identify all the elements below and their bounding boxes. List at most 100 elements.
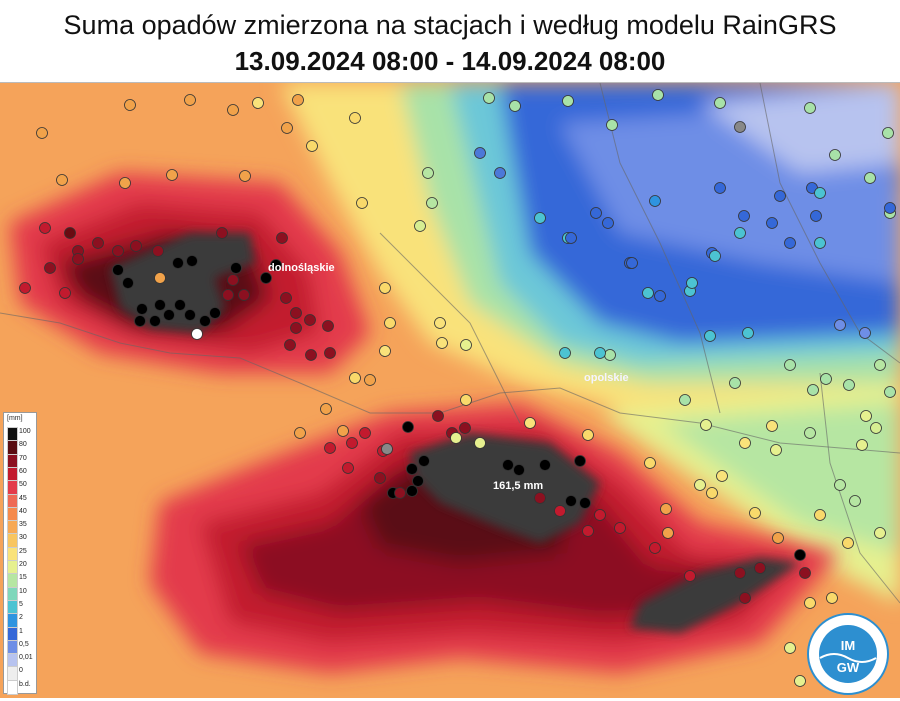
station-marker (738, 210, 750, 222)
region-label-opolskie: opolskie (584, 372, 629, 384)
station-marker (734, 227, 746, 239)
station-marker (280, 292, 292, 304)
station-marker (154, 272, 166, 284)
station-marker (686, 277, 698, 289)
station-marker (230, 262, 242, 274)
station-marker (626, 257, 638, 269)
station-marker (19, 282, 31, 294)
station-marker (381, 443, 393, 455)
station-marker (324, 347, 336, 359)
station-marker (359, 427, 371, 439)
station-marker (406, 485, 418, 497)
legend-label: 25 (19, 547, 27, 555)
station-marker (565, 232, 577, 244)
station-marker (112, 264, 124, 276)
station-marker (342, 462, 354, 474)
station-marker (509, 100, 521, 112)
station-marker (238, 289, 250, 301)
legend-label: b.d. (19, 680, 31, 688)
station-marker (704, 330, 716, 342)
station-marker (324, 442, 336, 454)
station-marker (804, 102, 816, 114)
station-marker (39, 222, 51, 234)
station-marker (834, 319, 846, 331)
station-marker (72, 253, 84, 265)
station-marker (649, 542, 661, 554)
station-marker (642, 287, 654, 299)
station-marker (716, 470, 728, 482)
station-marker (784, 642, 796, 654)
station-marker (92, 237, 104, 249)
legend-label: 30 (19, 534, 27, 542)
station-marker (860, 410, 872, 422)
station-marker (152, 245, 164, 257)
station-marker (394, 487, 406, 499)
station-marker (434, 317, 446, 329)
station-marker (734, 567, 746, 579)
station-marker (374, 472, 386, 484)
station-marker (112, 245, 124, 257)
station-marker (172, 257, 184, 269)
station-marker (770, 444, 782, 456)
station-marker (349, 372, 361, 384)
station-marker (814, 509, 826, 521)
station-marker (149, 315, 161, 327)
station-marker (414, 220, 426, 232)
station-marker (714, 97, 726, 109)
station-marker (734, 121, 746, 133)
station-marker (184, 309, 196, 321)
legend-label: 20 (19, 561, 27, 568)
max-precipitation-label: 161,5 mm (493, 480, 544, 492)
station-marker (594, 347, 606, 359)
station-marker (294, 427, 306, 439)
station-marker (322, 320, 334, 332)
station-marker (422, 167, 434, 179)
station-marker (565, 495, 577, 507)
station-marker (539, 459, 551, 471)
station-marker (166, 169, 178, 181)
station-marker (742, 327, 754, 339)
station-marker (130, 240, 142, 252)
station-marker (524, 417, 536, 429)
imgw-logo: IM GW (806, 612, 890, 696)
station-marker (406, 463, 418, 475)
station-marker (662, 527, 674, 539)
station-marker (163, 309, 175, 321)
station-marker (276, 232, 288, 244)
station-marker (199, 315, 211, 327)
station-marker (826, 592, 838, 604)
station-marker (884, 386, 896, 398)
heavy-rain-zone-south (410, 433, 800, 633)
station-marker (709, 250, 721, 262)
station-marker (554, 505, 566, 517)
station-marker (842, 537, 854, 549)
station-marker (136, 303, 148, 315)
legend-label: 50 (19, 481, 27, 489)
station-marker (834, 479, 846, 491)
station-marker (209, 307, 221, 319)
legend-swatch (7, 679, 18, 695)
legend-label: 0,01 (19, 654, 33, 662)
station-marker (346, 437, 358, 449)
station-marker (284, 339, 296, 351)
station-marker (534, 492, 546, 504)
station-marker (559, 347, 571, 359)
legend-label: 15 (19, 574, 27, 582)
station-marker (252, 97, 264, 109)
legend-label: 70 (19, 454, 27, 462)
station-marker (119, 177, 131, 189)
station-marker (44, 262, 56, 274)
station-marker (614, 522, 626, 534)
station-marker (36, 127, 48, 139)
legend-label: 45 (19, 494, 27, 502)
station-marker (874, 527, 886, 539)
region-label-dolnoslaskie: dolnośląskie (268, 262, 335, 274)
station-marker (794, 675, 806, 687)
station-marker (64, 227, 76, 239)
station-marker (432, 410, 444, 422)
legend-label: 10 (19, 587, 27, 595)
station-marker (474, 147, 486, 159)
station-marker (774, 190, 786, 202)
station-marker (754, 562, 766, 574)
station-marker (418, 455, 430, 467)
